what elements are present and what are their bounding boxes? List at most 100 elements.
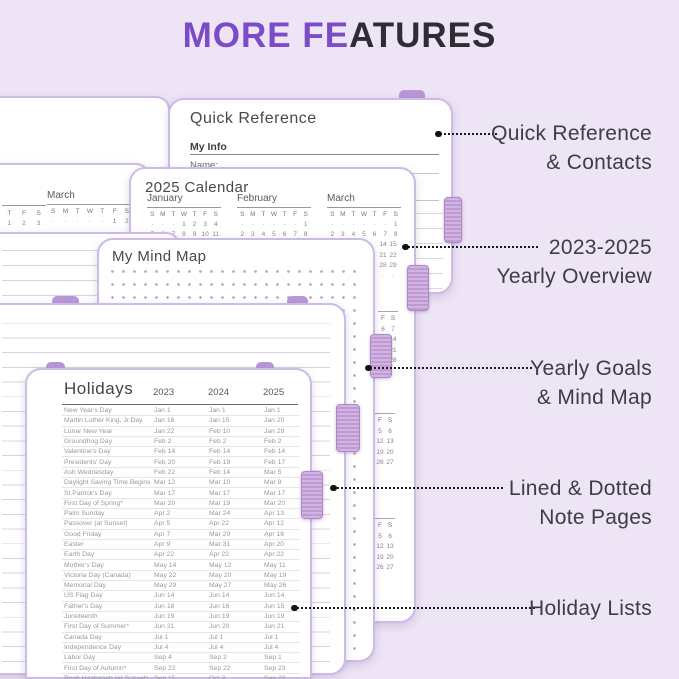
fragment-row: 26 27 xyxy=(375,459,395,466)
holiday-date: Apr 12 xyxy=(264,520,285,528)
holidays-title: Holidays xyxy=(64,379,134,398)
day-header: M xyxy=(62,208,69,215)
holiday-name: Ash Wednesday xyxy=(64,468,114,476)
holiday-date: Jul 1 xyxy=(209,633,224,641)
holiday-date: Mar 19 xyxy=(209,499,231,507)
day-cell: · xyxy=(52,218,55,225)
holiday-date: Apr 13 xyxy=(264,510,285,518)
day-cell: · xyxy=(283,221,286,228)
elastic-tab-icon xyxy=(46,362,65,373)
day-header: S xyxy=(124,208,130,215)
holiday-year-header: 2024 xyxy=(208,387,230,398)
bullet-icon xyxy=(435,130,442,137)
day-cell: 1 xyxy=(112,218,117,225)
holiday-date: Jan 15 xyxy=(209,417,230,425)
day-cell: · xyxy=(352,221,355,228)
mind-map-title: My Mind Map xyxy=(112,248,207,265)
holiday-date: May 11 xyxy=(264,561,286,569)
holiday-name: Daylight Saving Time Begins xyxy=(64,479,151,487)
holiday-row: Canada Day Jul 1 Jul 1 Jul 1 xyxy=(62,633,300,643)
callout-line: Note Pages xyxy=(539,506,652,529)
holiday-row: Lunar New Year Jan 22 Feb 10 Jan 29 xyxy=(62,427,300,437)
holiday-name: Independence Day xyxy=(64,643,122,651)
day-cell: 6 xyxy=(388,532,392,540)
calendar-edge-fragment: 14 15 21 22 28 29 · · xyxy=(378,241,398,283)
holiday-date: Jan 1 xyxy=(209,407,226,415)
holiday-name: New Year's Day xyxy=(64,407,112,415)
holiday-row: US Flag Day Jun 14 Jun 14 Jun 14 xyxy=(62,591,300,602)
day-header: T xyxy=(192,211,197,218)
day-cell: 21 xyxy=(379,251,387,259)
holiday-date: Jan 16 xyxy=(154,417,175,425)
day-cell: · xyxy=(362,221,366,228)
day-header: W xyxy=(270,211,278,218)
day-cell: 5 xyxy=(378,532,382,540)
day-header: W xyxy=(180,211,188,218)
day-cell: 2 xyxy=(192,221,197,228)
holiday-date: Sep 22 xyxy=(154,664,176,672)
fragment-row: 12 13 xyxy=(375,438,395,445)
holiday-date: Feb 10 xyxy=(209,427,231,435)
calendar-2025-months: JanuarySMTWTFS···1234567891011FebruarySM… xyxy=(147,193,401,238)
day-cell: 7 xyxy=(293,231,297,238)
fragment-row: 14 15 xyxy=(378,241,398,248)
day-cell: 5 xyxy=(272,231,276,238)
fragment-row: 21 22 xyxy=(378,252,398,259)
title-highlight: MORE FE xyxy=(182,16,350,55)
day-cell: 8 xyxy=(393,231,398,238)
day-cell: · xyxy=(172,221,175,228)
month-name: January xyxy=(147,193,221,208)
day-cell: 3 xyxy=(251,231,255,238)
holiday-date: Feb 14 xyxy=(209,448,231,456)
pen-loop-icon xyxy=(444,197,462,243)
holiday-date: Apr 22 xyxy=(209,551,230,559)
holiday-date: May 27 xyxy=(209,582,232,590)
day-header: M xyxy=(340,211,346,218)
fragment-row: 12 13 xyxy=(375,543,395,550)
callout-connector-yearly-overview xyxy=(402,243,538,250)
holiday-date: Feb 19 xyxy=(209,458,231,466)
day-cell: 27 xyxy=(386,459,394,466)
month-name: February xyxy=(237,193,311,208)
holiday-date: May 29 xyxy=(154,582,177,590)
holiday-date: Mar 10 xyxy=(209,479,231,487)
holiday-date: Mar 17 xyxy=(154,489,176,497)
holiday-date: Apr 22 xyxy=(264,551,285,559)
holiday-date: Feb 20 xyxy=(154,458,176,466)
holiday-name: Good Friday xyxy=(64,530,102,538)
month-grid: T F S 1 2 3 xyxy=(2,210,46,227)
day-header: F xyxy=(381,315,385,322)
day-cell: 1 xyxy=(182,221,186,228)
day-header: T xyxy=(100,208,105,215)
day-cell: 4 xyxy=(213,221,218,228)
callout-holiday-lists: Holiday Lists xyxy=(529,594,652,623)
day-header: W xyxy=(86,208,94,215)
holiday-name: Groundhog Day xyxy=(64,438,112,446)
callout-line: Holiday Lists xyxy=(529,597,652,620)
holiday-date: Jun 19 xyxy=(209,613,230,621)
page-title: MORE FEATURES xyxy=(0,16,679,56)
month-name: March xyxy=(327,193,401,208)
fragment-row: 28 29 xyxy=(378,262,398,269)
holiday-row: Ash Wednesday Feb 22 Feb 14 Mar 5 xyxy=(62,468,300,479)
callout-connector-quick-reference xyxy=(435,130,497,137)
holiday-row: Memorial Day May 29 May 27 May 26 xyxy=(62,581,300,592)
holiday-date: Jun 14 xyxy=(209,592,230,600)
holiday-date: Jul 1 xyxy=(154,633,169,641)
holiday-name: Lunar New Year xyxy=(64,427,113,435)
callout-quick-reference: Quick Reference & Contacts xyxy=(491,119,652,177)
day-cell: 3 xyxy=(341,231,345,238)
calendar-feb-2024-fragment: T F S 1 2 3 xyxy=(2,205,46,227)
holiday-row: Independence Day Jul 4 Jul 4 Jul 4 xyxy=(62,643,300,654)
day-cell: 19 xyxy=(376,553,384,561)
holiday-name: Canada Day xyxy=(64,633,102,641)
day-cell: 28 xyxy=(379,262,387,269)
holiday-row: First Day of Spring* Mar 20 Mar 19 Mar 20 xyxy=(62,499,300,509)
day-cell: 3 xyxy=(36,220,41,227)
day-header: S xyxy=(330,211,335,218)
day-header: S xyxy=(390,315,396,322)
month-block: February S M T W T F S · · · · · · 1 2 3 4 5 6 7 8 xyxy=(237,193,311,238)
day-header: T xyxy=(75,208,80,215)
